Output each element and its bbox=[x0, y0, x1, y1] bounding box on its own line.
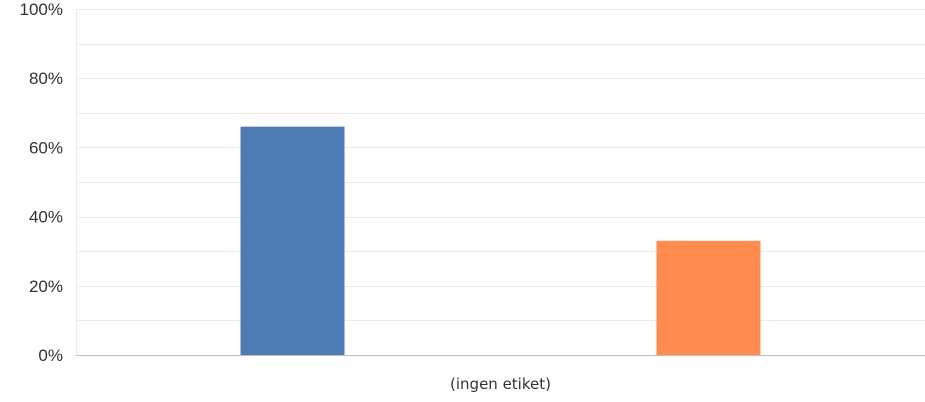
gridlines bbox=[76, 9, 925, 321]
y-tick-labels: 0% 20% 40% 60% 80% 100% bbox=[20, 0, 63, 365]
y-tick-label: 60% bbox=[29, 138, 63, 157]
bar-series-2 bbox=[656, 240, 761, 355]
y-tick-label: 20% bbox=[29, 277, 63, 296]
x-tick-label: (ingen etiket) bbox=[450, 375, 551, 393]
y-tick-label: 40% bbox=[29, 208, 63, 227]
y-tick-label: 100% bbox=[20, 0, 63, 19]
y-tick-label: 0% bbox=[38, 346, 63, 365]
y-tick-label: 80% bbox=[29, 69, 63, 88]
x-tick-labels: (ingen etiket) bbox=[450, 375, 551, 393]
bar-series-1 bbox=[240, 126, 345, 355]
bars bbox=[240, 126, 761, 355]
